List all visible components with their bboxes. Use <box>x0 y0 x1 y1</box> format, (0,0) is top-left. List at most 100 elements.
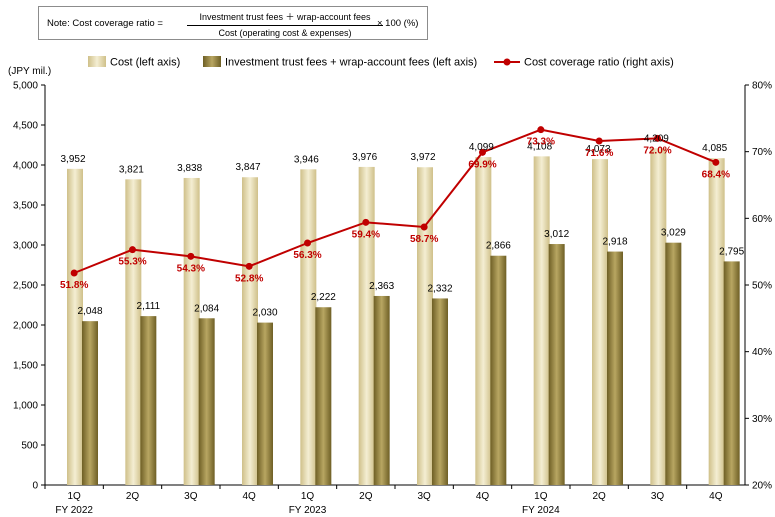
left-axis-tick-label: 500 <box>21 441 38 452</box>
ratio-point <box>304 239 311 247</box>
cost-bar <box>592 159 608 485</box>
cost-bar <box>650 148 667 485</box>
x-axis-tick-label: 2Q <box>126 491 140 502</box>
ratio-value-label: 54.3% <box>177 263 205 274</box>
legend-swatch-cost <box>88 56 106 67</box>
ratio-value-label: 69.9% <box>468 159 496 170</box>
left-axis-tick-label: 2,500 <box>13 281 38 292</box>
cost-bar <box>183 177 200 485</box>
fee-value-label: 2,795 <box>719 246 744 257</box>
cost-bar <box>533 156 550 486</box>
x-axis-tick-label: 1Q <box>534 491 548 502</box>
x-axis-tick-label: 4Q <box>709 491 723 502</box>
x-axis-tick-label: 3Q <box>651 491 665 502</box>
x-axis-tick-label: 4Q <box>242 491 256 502</box>
right-axis-tick-label: 40% <box>752 347 772 358</box>
ratio-point <box>712 158 720 166</box>
left-axis-tick-label: 3,500 <box>13 201 38 212</box>
ratio-point <box>245 262 253 270</box>
fee-bar <box>140 316 157 485</box>
x-axis-tick-label: 2Q <box>359 491 373 502</box>
fee-value-label: 3,029 <box>661 228 686 239</box>
x-axis-tick-label: 2Q <box>592 491 606 502</box>
cost-bar <box>358 166 375 486</box>
left-axis-tick-label: 5,000 <box>13 81 38 92</box>
fee-bar <box>548 244 565 485</box>
ratio-point <box>70 269 78 277</box>
fiscal-year-label: FY 2023 <box>289 505 327 516</box>
formula-numerator: Investment trust fees ＋ wrap-account fee… <box>187 10 383 26</box>
cost-value-label: 3,946 <box>294 154 319 165</box>
cost-value-label: 3,952 <box>60 154 85 165</box>
cost-value-label: 3,838 <box>177 163 202 174</box>
cost-bar <box>708 158 725 485</box>
cost-bar <box>300 169 317 485</box>
fee-bar <box>315 307 332 485</box>
ratio-line-series <box>70 126 720 277</box>
fee-bar <box>432 298 448 485</box>
fee-value-label: 2,048 <box>77 306 102 317</box>
cost-value-label: 3,972 <box>410 152 435 163</box>
formula-fraction: Investment trust fees ＋ wrap-account fee… <box>187 10 383 38</box>
fee-value-label: 2,363 <box>369 281 394 292</box>
fee-value-label: 2,084 <box>194 303 219 314</box>
left-axis-tick-label: 4,000 <box>13 161 38 172</box>
ratio-point <box>537 126 545 134</box>
left-axis-unit-label: (JPY mil.) <box>8 66 51 77</box>
ratio-value-label: 72.0% <box>643 145 671 156</box>
right-axis-tick-label: 30% <box>752 414 772 425</box>
legend-swatch-ratio-marker <box>503 58 511 66</box>
ratio-value-label: 51.8% <box>60 280 88 291</box>
fee-bar <box>82 321 98 485</box>
formula-note: Note: Cost coverage ratio = Investment t… <box>38 6 428 40</box>
ratio-value-label: 68.4% <box>702 169 730 180</box>
ratio-point <box>420 223 428 231</box>
cost-value-label: 4,209 <box>644 133 669 144</box>
legend-label-cost: Cost (left axis) <box>110 57 180 69</box>
ratio-value-label: 55.3% <box>118 257 146 268</box>
fee-value-label: 2,918 <box>602 237 627 248</box>
cost-bar <box>475 157 492 485</box>
x-axis-tick-label: 1Q <box>301 491 315 502</box>
fee-value-label: 2,332 <box>427 283 452 294</box>
fee-bar <box>723 261 740 485</box>
cost-bar <box>67 168 83 485</box>
note-label: Note: Cost coverage ratio = <box>47 18 163 29</box>
ratio-value-label: 58.7% <box>410 234 438 245</box>
fee-bar <box>665 242 682 485</box>
ratio-value-label: 52.8% <box>235 273 263 284</box>
x-axis-tick-label: 3Q <box>417 491 431 502</box>
right-axis-tick-label: 20% <box>752 481 772 492</box>
fee-bar <box>490 255 507 485</box>
left-axis-tick-label: 4,500 <box>13 121 38 132</box>
cost-value-label: 4,073 <box>585 144 610 155</box>
left-axis-tick-label: 1,000 <box>13 401 38 412</box>
cost-bar <box>242 177 258 486</box>
right-axis-tick-label: 70% <box>752 147 772 158</box>
formula-denominator: Cost (operating cost & expenses) <box>218 28 352 38</box>
ratio-point <box>362 218 370 226</box>
legend-label-ratio: Cost coverage ratio (right axis) <box>524 57 674 69</box>
ratio-line <box>73 128 717 274</box>
right-axis-tick-label: 60% <box>752 214 772 225</box>
x-axis-tick-label: 3Q <box>184 491 198 502</box>
ratio-point <box>479 148 486 156</box>
fee-bar <box>257 322 273 485</box>
bar-series <box>67 148 740 486</box>
ratio-point <box>187 252 195 260</box>
fee-value-label: 2,111 <box>137 301 161 312</box>
cost-value-label: 4,085 <box>702 143 727 154</box>
cost-value-label: 3,847 <box>235 162 260 173</box>
x-axis-tick-label: 1Q <box>67 491 81 502</box>
legend-swatch-fees <box>203 56 221 67</box>
legend-label-fees: Investment trust fees + wrap-account fee… <box>225 57 477 69</box>
fiscal-year-label: FY 2024 <box>522 505 560 516</box>
left-axis-tick-label: 3,000 <box>13 241 38 252</box>
fiscal-year-label: FY 2022 <box>55 505 93 516</box>
ratio-value-label: 73.3% <box>527 137 555 148</box>
fee-bar <box>607 251 623 485</box>
cost-value-label: 4,108 <box>527 141 552 152</box>
chart-legend: Cost (left axis) Investment trust fees + … <box>88 56 674 69</box>
right-axis-tick-label: 80% <box>752 81 772 92</box>
